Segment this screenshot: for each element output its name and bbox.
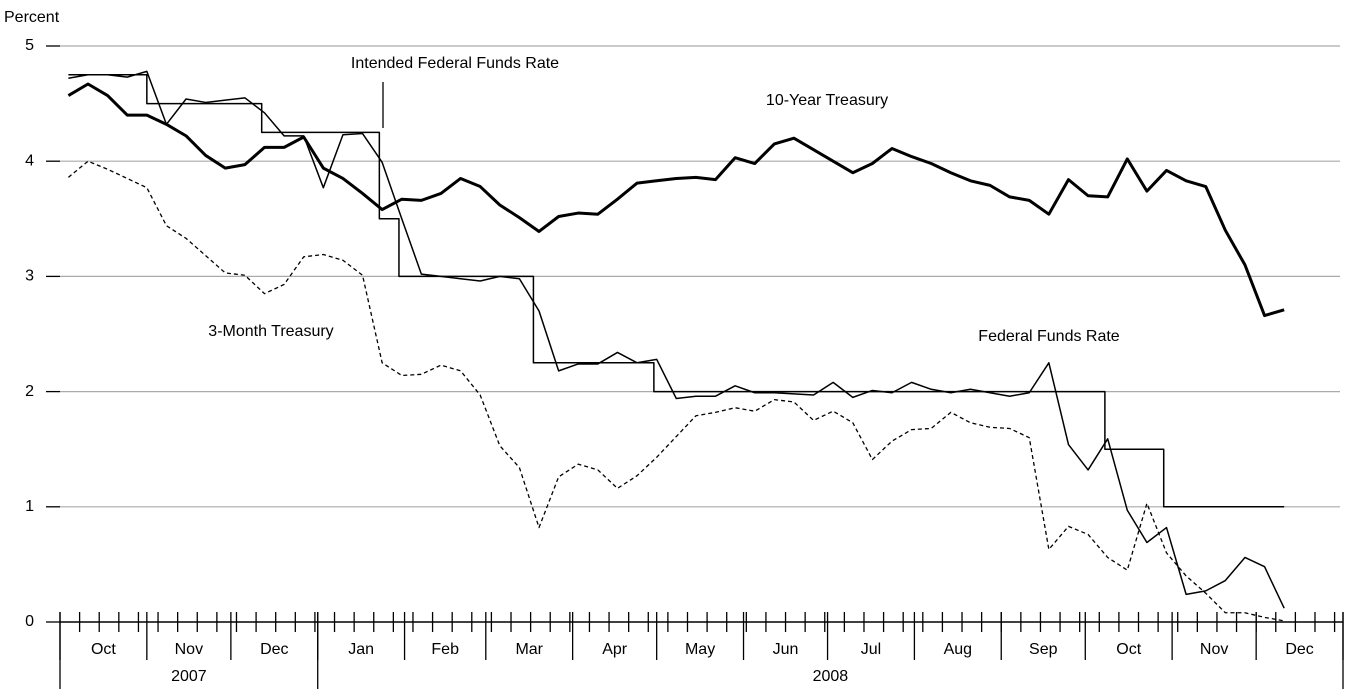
y-tick-label: 1 [25, 498, 34, 515]
series-line [67, 82, 1285, 318]
x-tick-label: Jun [773, 641, 799, 658]
y-tick-label: 5 [25, 37, 34, 54]
x-tick-label: Nov [175, 641, 203, 658]
year-label: 2007 [171, 668, 207, 685]
x-tick-label: Apr [602, 641, 628, 658]
year-label: 2008 [813, 668, 849, 685]
x-tick-label: Dec [1285, 641, 1313, 658]
series-line [67, 160, 1285, 622]
series-line [68, 70, 1285, 609]
series-line [68, 74, 1285, 508]
series-label: Intended Federal Funds Rate [351, 55, 559, 72]
x-tick-label: May [685, 641, 715, 658]
x-tick-label: Jan [348, 641, 374, 658]
x-tick-label: Dec [260, 641, 288, 658]
y-tick-label: 3 [25, 268, 34, 285]
y-tick-label: 0 [25, 613, 34, 630]
y-tick-label: 2 [25, 383, 34, 400]
series-label: 10-Year Treasury [766, 92, 888, 109]
y-tick-label: 4 [25, 152, 34, 169]
x-tick-label: Oct [1116, 641, 1141, 658]
x-tick-label: Feb [431, 641, 459, 658]
x-tick-label: Jul [861, 641, 881, 658]
x-tick-label: Mar [515, 641, 543, 658]
series-label: Federal Funds Rate [978, 328, 1120, 345]
x-tick-label: Sep [1029, 641, 1058, 658]
y-axis-label: Percent [4, 9, 60, 26]
x-tick-label: Aug [944, 641, 972, 658]
x-tick-label: Oct [91, 641, 116, 658]
x-tick-label: Nov [1200, 641, 1228, 658]
series-label: 3-Month Treasury [208, 323, 333, 340]
